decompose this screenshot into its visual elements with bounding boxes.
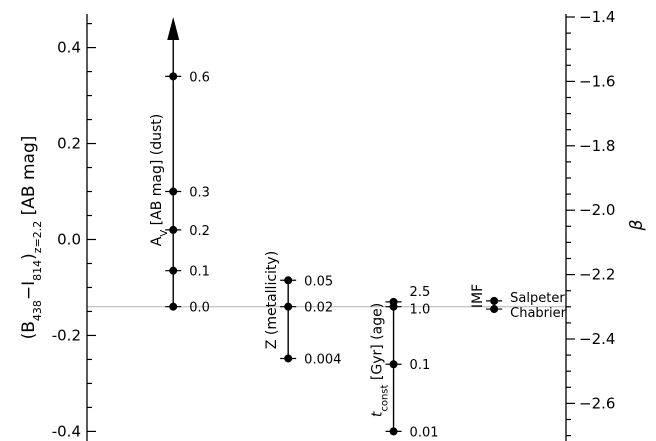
- left-axis-title-part: −I: [19, 281, 39, 300]
- data-point: [389, 360, 398, 369]
- point-label: 2.5: [410, 285, 431, 300]
- left-axis-title-part: z=2.2: [31, 221, 44, 253]
- right-tick-label: −1.4: [579, 8, 615, 26]
- right-tick-label: −2.0: [579, 201, 615, 219]
- point-label: 0.1: [189, 265, 210, 280]
- right-axis-title: β: [627, 219, 647, 231]
- right-axis-ticks: −1.4 −1.6 −1.8 −2.0 −2.2 −2.4 −2.6: [566, 8, 615, 437]
- left-axis-ticks: 0.4 0.2 0.0 -0.2 -0.4: [52, 22, 96, 440]
- av-title-part: [AB mag] (dust): [149, 114, 165, 230]
- point-label: Salpeter: [510, 291, 565, 306]
- data-point: [284, 302, 293, 311]
- left-axis-title: (B438−I814)z=2.2 [AB mag]: [19, 136, 44, 340]
- age-title-part: const: [379, 384, 390, 411]
- left-tick-label: -0.2: [52, 326, 81, 344]
- av-dust-title: AV [AB mag] (dust): [149, 114, 170, 246]
- point-label: 1.0: [410, 303, 431, 318]
- group-tconst: 2.5 1.0 0.1 0.01: [385, 285, 439, 440]
- av-title-part: V: [159, 230, 170, 237]
- data-point: [490, 296, 499, 305]
- point-label: 0.2: [189, 224, 210, 239]
- right-tick-label: −1.8: [579, 137, 615, 155]
- point-label: 0.0: [189, 301, 210, 316]
- right-tick-label: −2.4: [579, 330, 615, 348]
- metallicity-title: Z (metallicity): [264, 251, 280, 349]
- point-label: 0.02: [304, 301, 333, 316]
- right-tick-label: −2.6: [579, 394, 615, 412]
- point-label: 0.004: [304, 352, 341, 367]
- data-point: [169, 225, 178, 234]
- data-point: [169, 266, 178, 275]
- point-label: 0.01: [410, 425, 439, 440]
- left-tick-label: 0.2: [57, 135, 81, 153]
- right-tick-label: −1.6: [579, 72, 615, 90]
- av-title-part: A: [149, 236, 165, 246]
- group-z: 0.05 0.02 0.004: [280, 274, 341, 367]
- data-point: [389, 302, 398, 311]
- point-label: 0.1: [410, 358, 431, 373]
- data-point: [389, 427, 398, 436]
- left-axis-title-part: (B: [19, 321, 39, 339]
- age-title-part: [Gyr] (age): [370, 303, 386, 385]
- right-tick-label: −2.2: [579, 266, 615, 284]
- left-axis-title-part: ): [19, 253, 39, 260]
- left-tick-label: 0.4: [57, 39, 81, 57]
- data-point: [284, 354, 293, 363]
- left-axis-title-part: 814: [31, 260, 44, 281]
- left-tick-label: -0.4: [52, 422, 81, 440]
- age-title: tconst [Gyr] (age): [370, 303, 391, 417]
- data-point: [169, 187, 178, 196]
- data-point: [284, 276, 293, 285]
- data-point: [490, 305, 499, 314]
- data-point: [169, 302, 178, 311]
- left-tick-label: 0.0: [57, 230, 81, 248]
- point-label: Chabrier: [510, 306, 566, 321]
- data-point: [169, 72, 178, 81]
- parameter-groups: 0.6 0.3 0.2 0.1 0.0 0.05 0.02 0.004 2.5 1.0 0.1 0.0…: [165, 17, 567, 440]
- group-av: 0.6 0.3 0.2 0.1 0.0: [165, 17, 210, 316]
- left-axis-title-part: 438: [31, 300, 44, 321]
- arrow-head: [167, 17, 180, 40]
- left-axis-title-part: [AB mag]: [19, 136, 39, 221]
- imf-title: IMF: [470, 284, 486, 308]
- point-label: 0.3: [189, 186, 210, 201]
- point-label: 0.05: [304, 274, 333, 289]
- point-label: 0.6: [189, 70, 210, 85]
- age-title-part: t: [370, 411, 386, 417]
